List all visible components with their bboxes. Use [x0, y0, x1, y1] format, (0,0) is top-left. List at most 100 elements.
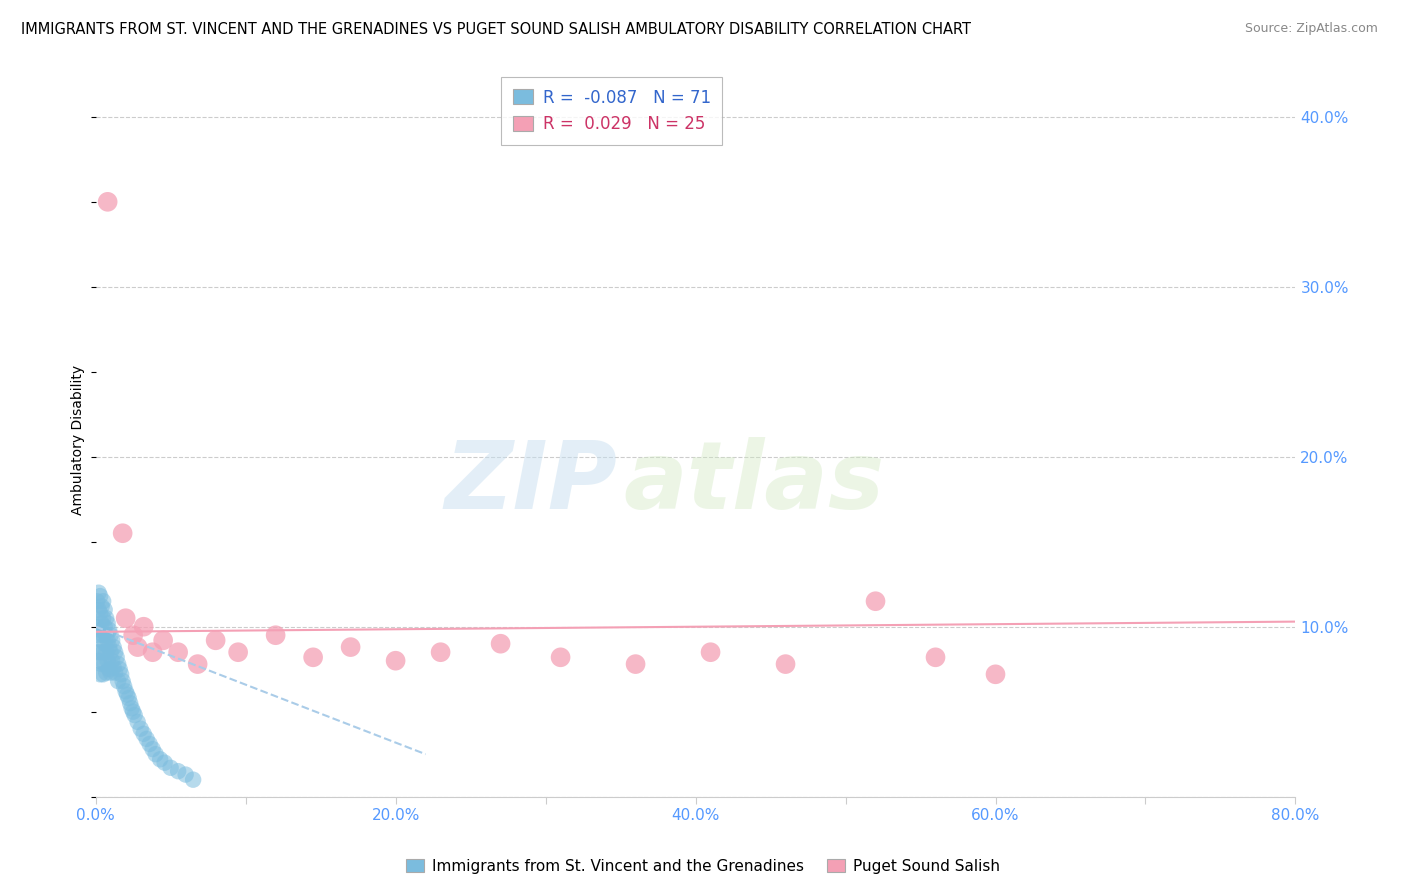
Point: [489, 637, 512, 651]
Point: [97, 616, 120, 631]
Point: [865, 594, 887, 608]
Point: [159, 761, 181, 775]
Point: [124, 708, 146, 723]
Point: [187, 657, 209, 672]
Point: [96, 628, 118, 642]
Point: [107, 674, 129, 689]
Text: atlas: atlas: [624, 436, 884, 529]
Point: [111, 526, 134, 541]
Point: [98, 623, 121, 637]
Point: [87, 654, 110, 668]
Point: [302, 650, 325, 665]
Point: [96, 665, 118, 680]
Point: [104, 665, 127, 680]
Point: [100, 628, 122, 642]
Point: [104, 645, 127, 659]
Point: [89, 589, 111, 603]
Point: [103, 660, 125, 674]
Point: [93, 637, 115, 651]
Point: [107, 657, 129, 672]
Point: [93, 657, 115, 672]
Point: [111, 674, 134, 689]
Point: [86, 620, 108, 634]
Point: [132, 620, 155, 634]
Point: [699, 645, 721, 659]
Point: [174, 767, 197, 781]
Point: [93, 620, 115, 634]
Point: [91, 594, 114, 608]
Point: [98, 662, 121, 676]
Point: [204, 633, 226, 648]
Point: [87, 603, 110, 617]
Point: [91, 667, 114, 681]
Point: [96, 645, 118, 659]
Point: [145, 747, 167, 761]
Point: [90, 633, 112, 648]
Text: IMMIGRANTS FROM ST. VINCENT AND THE GRENADINES VS PUGET SOUND SALISH AMBULATORY : IMMIGRANTS FROM ST. VINCENT AND THE GREN…: [21, 22, 972, 37]
Point: [89, 606, 111, 620]
Point: [86, 645, 108, 659]
Point: [93, 603, 115, 617]
Point: [122, 705, 145, 719]
Point: [624, 657, 647, 672]
Point: [101, 654, 124, 668]
Point: [152, 633, 174, 648]
Point: [149, 752, 172, 766]
Text: ZIP: ZIP: [444, 436, 617, 529]
Point: [91, 611, 114, 625]
Point: [142, 742, 165, 756]
Point: [91, 645, 114, 659]
Point: [108, 662, 131, 676]
Point: [153, 756, 176, 770]
Point: [100, 645, 122, 659]
Point: [97, 194, 120, 209]
Point: [98, 640, 121, 654]
Point: [114, 684, 136, 698]
Point: [135, 731, 157, 746]
Point: [110, 667, 132, 681]
Point: [89, 645, 111, 659]
Point: [429, 645, 451, 659]
Point: [97, 654, 120, 668]
Point: [132, 727, 155, 741]
Point: [91, 628, 114, 642]
Point: [114, 611, 136, 625]
Point: [97, 633, 120, 648]
Point: [87, 585, 110, 599]
Point: [127, 640, 149, 654]
Point: [105, 650, 128, 665]
Point: [96, 611, 118, 625]
Point: [181, 772, 204, 787]
Point: [226, 645, 249, 659]
Point: [129, 722, 152, 736]
Point: [924, 650, 946, 665]
Point: [167, 645, 190, 659]
Point: [122, 628, 145, 642]
Point: [90, 657, 112, 672]
Point: [339, 640, 361, 654]
Y-axis label: Ambulatory Disability: Ambulatory Disability: [72, 365, 86, 515]
Point: [118, 691, 141, 706]
Point: [138, 737, 160, 751]
Point: [142, 645, 165, 659]
Point: [550, 650, 572, 665]
Legend: Immigrants from St. Vincent and the Grenadines, Puget Sound Salish: Immigrants from St. Vincent and the Gren…: [399, 853, 1007, 880]
Point: [115, 688, 138, 702]
Point: [90, 599, 112, 614]
Point: [127, 714, 149, 729]
Point: [90, 616, 112, 631]
Point: [167, 764, 190, 779]
Point: [101, 633, 124, 648]
Point: [89, 667, 111, 681]
Legend: R =  -0.087   N = 71, R =  0.029   N = 25: R = -0.087 N = 71, R = 0.029 N = 25: [501, 77, 723, 145]
Point: [86, 594, 108, 608]
Point: [103, 640, 125, 654]
Point: [120, 696, 142, 710]
Text: Source: ZipAtlas.com: Source: ZipAtlas.com: [1244, 22, 1378, 36]
Point: [89, 623, 111, 637]
Point: [775, 657, 797, 672]
Point: [384, 654, 406, 668]
Point: [112, 679, 135, 693]
Point: [121, 701, 143, 715]
Point: [984, 667, 1007, 681]
